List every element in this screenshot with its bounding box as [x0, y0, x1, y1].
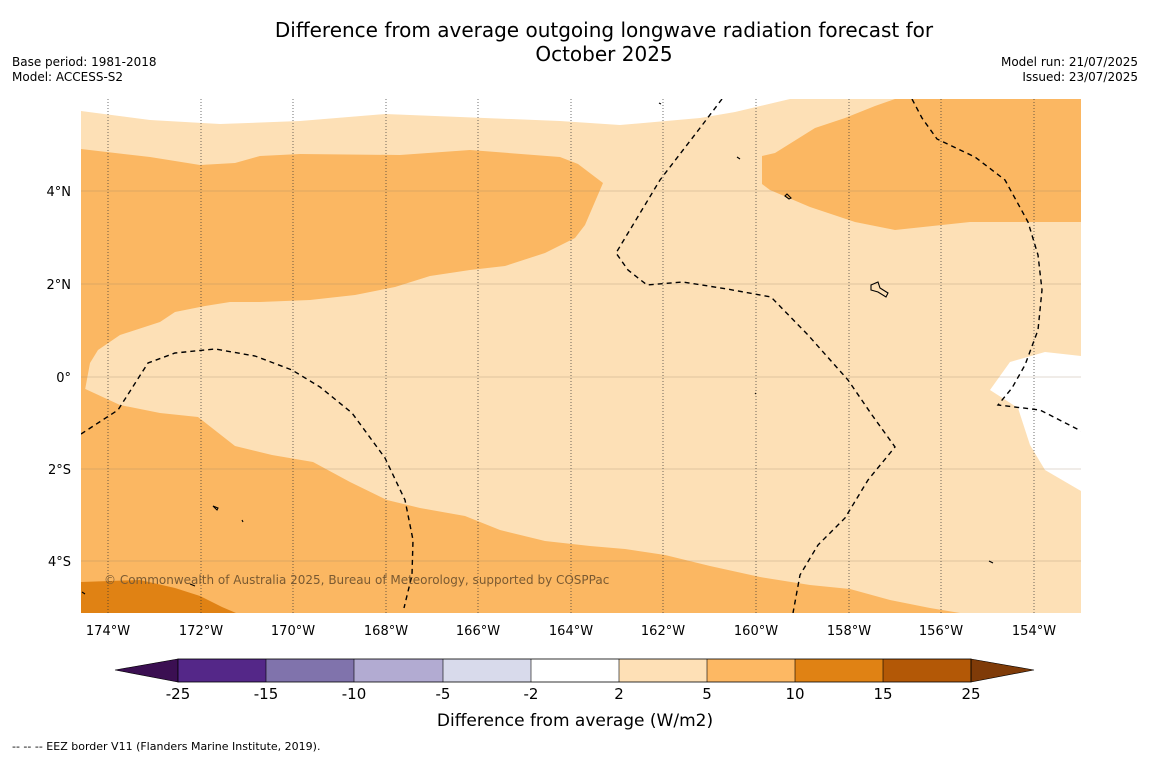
- latitude-gridlines: [81, 190, 1081, 562]
- meta-left: Base period: 1981-2018 Model: ACCESS-S2: [12, 55, 157, 85]
- colorbar-swatch: [883, 659, 971, 682]
- olr-region-5-10-northwest: [81, 149, 603, 392]
- model-name: Model: ACCESS-S2: [12, 70, 124, 84]
- lat-label: 2°S: [48, 463, 71, 478]
- lat-label: 0°: [56, 371, 71, 386]
- island-small-north: [736, 156, 741, 160]
- island-kiritimati: [870, 281, 889, 298]
- island-equator: [754, 392, 757, 395]
- lat-label: 2°N: [47, 278, 72, 293]
- eez-border-east: [911, 99, 1081, 432]
- colorbar-swatch: [443, 659, 531, 682]
- lon-label: 172°W: [179, 624, 223, 639]
- eez-borders: [81, 99, 1081, 613]
- latitude-labels: 4°N 2°N 0° 2°S 4°S: [47, 185, 72, 570]
- islands: [81, 102, 994, 595]
- lon-label: 156°W: [919, 624, 963, 639]
- colorbar-tick-label: -5: [436, 685, 451, 703]
- longitude-labels: 174°W 172°W 170°W 168°W 166°W 164°W 162°…: [86, 624, 1056, 639]
- colorbar-tick-label: 2: [614, 685, 624, 703]
- lon-label: 164°W: [549, 624, 593, 639]
- island-southwest: [212, 505, 219, 511]
- lon-label: 162°W: [641, 624, 685, 639]
- lon-label: 158°W: [827, 624, 871, 639]
- colorbar-tick-label: 5: [702, 685, 712, 703]
- colorbar-swatch: [354, 659, 443, 682]
- lon-label: 166°W: [456, 624, 500, 639]
- colorbar-extend-high: [970, 658, 1035, 683]
- base-period: Base period: 1981-2018: [12, 55, 157, 69]
- colorbar-swatch: [619, 659, 707, 682]
- eez-border-central: [615, 99, 896, 613]
- colorbar-swatch: [795, 659, 883, 682]
- colorbar-swatch: [531, 659, 619, 682]
- eez-border-kiribati-west: [81, 348, 414, 609]
- colorbar-tick-label: 10: [785, 685, 804, 703]
- colorbar-ticks: [265, 659, 884, 682]
- lon-label: 160°W: [734, 624, 778, 639]
- olr-region-neutral-east: [990, 352, 1081, 491]
- map-area: © Commonwealth of Australia 2025, Bureau…: [81, 99, 1081, 613]
- olr-region-10-15-southwest: [81, 580, 236, 613]
- colorbar-tick-label: 15: [873, 685, 892, 703]
- title-line-2: October 2025: [535, 42, 673, 66]
- title-line-1: Difference from average outgoing longwav…: [274, 18, 934, 42]
- lon-label: 170°W: [271, 624, 315, 639]
- colorbar-tick-label: -2: [524, 685, 539, 703]
- colorbar-tick-label: -25: [166, 685, 191, 703]
- island-left-edge: [81, 591, 86, 595]
- map-title: Difference from average outgoing longwav…: [0, 18, 1150, 66]
- island-southwest-2: [241, 519, 244, 523]
- island-jarvis: [784, 193, 792, 200]
- lat-label: 4°N: [47, 185, 72, 200]
- colorbar-swatch: [266, 659, 354, 682]
- island-south-corner: [189, 583, 196, 587]
- olr-region-5-10-south: [81, 387, 960, 613]
- olr-region-5-10-northeast: [762, 99, 1081, 230]
- colorbar: -25 -15 -10 -5 -2 2 5 10 15 25 Differenc…: [114, 658, 1035, 731]
- colorbar-extend-low: [114, 658, 179, 683]
- colorbar-swatch: [178, 659, 266, 682]
- lon-label: 168°W: [364, 624, 408, 639]
- island-southeast: [988, 560, 994, 564]
- lon-label: 174°W: [86, 624, 130, 639]
- colorbar-tick-label: -15: [254, 685, 279, 703]
- lon-label: 154°W: [1012, 624, 1056, 639]
- colorbar-tick-label: 25: [961, 685, 980, 703]
- olr-region-neutral-top: [81, 99, 790, 125]
- colorbar-frame: [177, 658, 972, 683]
- copyright-notice: © Commonwealth of Australia 2025, Bureau…: [104, 573, 609, 587]
- colorbar-tick-label: -10: [342, 685, 367, 703]
- model-run: Model run: 21/07/2025: [1000, 55, 1138, 69]
- island-northwest: [658, 102, 662, 105]
- eez-footnote: -- -- -- EEZ border V11 (Flanders Marine…: [12, 740, 321, 753]
- issued-date: Issued: 23/07/2025: [1022, 70, 1138, 84]
- meta-right: Model run: 21/07/2025 Issued: 23/07/2025: [1001, 55, 1138, 85]
- colorbar-tick-labels: -25 -15 -10 -5 -2 2 5 10 15 25: [166, 685, 981, 703]
- colorbar-title: Difference from average (W/m2): [437, 711, 713, 731]
- colorbar-swatch: [707, 659, 795, 682]
- lat-label: 4°S: [48, 555, 71, 570]
